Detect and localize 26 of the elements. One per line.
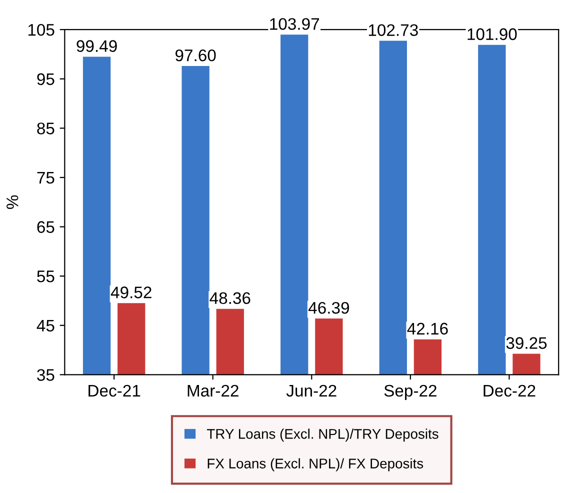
y-tick-label: 45 [36, 320, 54, 332]
y-tick-label: 65 [37, 221, 54, 233]
x-tick-label: Dec-22 [484, 384, 536, 397]
data-label: 101.90 [468, 28, 517, 40]
x-tick-label: Sep-22 [384, 384, 436, 400]
x-tick-label: Jun-22 [286, 384, 336, 397]
data-label: 97.60 [176, 49, 216, 62]
y-tick-label: 95 [37, 73, 54, 86]
y-tick-label: 85 [37, 122, 54, 134]
x-tick-label: Dec-21 [88, 384, 140, 397]
x-tick-label: Mar-22 [188, 384, 238, 397]
data-label: 46.39 [308, 302, 349, 314]
y-axis-title: % [6, 195, 18, 209]
y-tick-label: 75 [37, 172, 54, 184]
y-tick-label: 35 [37, 369, 54, 381]
legend-label: FX Loans (Excl. NPL)/ FX Deposits [208, 458, 424, 472]
data-label: 39.25 [506, 337, 547, 349]
data-label: 49.52 [110, 286, 152, 298]
data-label: 102.73 [368, 24, 418, 36]
data-label: 48.36 [210, 292, 250, 304]
legend-label: TRY Loans (Excl. NPL)/TRY Deposits [207, 428, 438, 442]
data-label: 103.97 [270, 18, 320, 30]
y-tick-label: 55 [37, 270, 54, 282]
data-label: 42.16 [407, 322, 448, 335]
y-tick-label: 105 [28, 24, 54, 36]
data-label: 99.49 [76, 40, 117, 52]
